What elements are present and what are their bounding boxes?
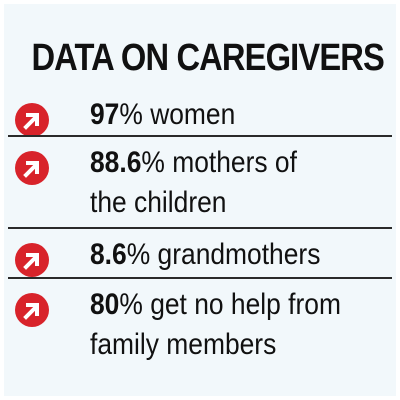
stat-label-line2: the children	[90, 186, 227, 219]
arrow-up-right-icon	[15, 293, 49, 327]
stat-label: get no help from	[142, 288, 341, 321]
arrow-up-right-icon	[15, 103, 49, 137]
infographic-title: DATA ON CAREGIVERS	[31, 37, 384, 79]
stat-label: mothers of	[164, 146, 297, 179]
stat-unit: %	[141, 146, 165, 179]
stat-value: 80	[90, 288, 120, 321]
stat-unit: %	[119, 98, 143, 131]
stat-label: women	[142, 98, 236, 131]
stat-unit: %	[126, 238, 151, 271]
divider	[8, 277, 392, 279]
stat-value: 88.6	[90, 146, 142, 179]
arrow-up-right-icon	[15, 151, 49, 185]
arrow-up-right-icon	[15, 243, 49, 277]
stat-label: grandmothers	[150, 238, 321, 271]
stat-value: 8.6	[90, 238, 127, 271]
divider	[8, 135, 392, 137]
stat-label-line2: family members	[90, 328, 277, 361]
stat-text: 8.6% grandmothers	[90, 238, 320, 272]
stat-value: 97	[90, 98, 120, 131]
divider	[8, 227, 392, 229]
stat-unit: %	[119, 288, 143, 321]
infographic-card: DATA ON CAREGIVERS 97% women 88.6% mothe…	[4, 4, 396, 396]
stat-text: 97% women	[90, 98, 235, 132]
stat-text: 80% get no help from	[90, 288, 341, 322]
stat-text: 88.6% mothers of	[90, 146, 297, 180]
